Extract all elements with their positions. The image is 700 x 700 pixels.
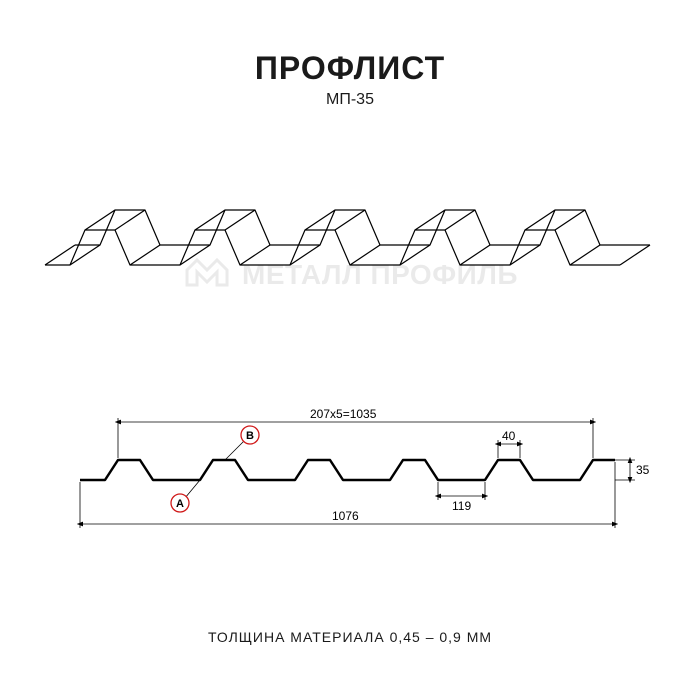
section-view: 207x5=1035 40 35 119 1076 B A — [50, 400, 650, 565]
section-svg: 207x5=1035 40 35 119 1076 B A — [50, 400, 650, 560]
dim-height: 35 — [636, 463, 650, 477]
title-block: ПРОФЛИСТ МП-35 — [0, 0, 700, 109]
isometric-view — [40, 170, 660, 305]
isometric-svg — [40, 170, 660, 300]
dim-pitch: 207x5=1035 — [310, 407, 377, 421]
dim-bottom-width: 119 — [452, 499, 471, 513]
profile-path — [80, 460, 615, 480]
marker-b-label: B — [246, 430, 254, 442]
marker-a-label: A — [176, 498, 184, 510]
dim-overall: 1076 — [332, 509, 359, 523]
dim-top-width: 40 — [502, 429, 516, 443]
page-subtitle: МП-35 — [0, 91, 700, 109]
marker-b: B — [225, 426, 259, 460]
page-title: ПРОФЛИСТ — [0, 50, 700, 87]
footer-thickness: ТОЛЩИНА МАТЕРИАЛА 0,45 – 0,9 ММ — [0, 629, 700, 645]
marker-a: A — [171, 480, 200, 512]
